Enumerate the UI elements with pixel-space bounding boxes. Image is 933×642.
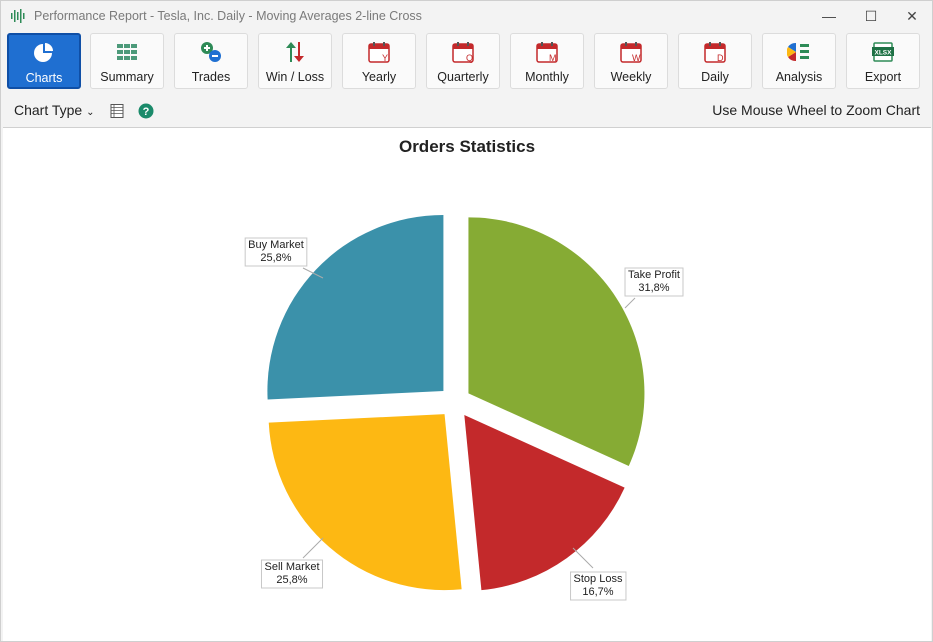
- slice-label-value: 25,8%: [260, 252, 291, 264]
- pie-slice-sell-market[interactable]: [268, 414, 462, 591]
- slice-label-name: Stop Loss: [574, 573, 623, 585]
- export-label: Export: [864, 70, 902, 84]
- table-view-icon[interactable]: [109, 103, 125, 119]
- pie-slice-stop-loss[interactable]: [464, 415, 625, 591]
- minimize-button[interactable]: —: [809, 3, 849, 29]
- title-bar[interactable]: Performance Report - Tesla, Inc. Daily -…: [1, 1, 932, 31]
- yearly-button[interactable]: Y Yearly: [342, 33, 416, 89]
- plus-minus-icon: [201, 42, 221, 62]
- slice-label-value: 25,8%: [276, 574, 307, 586]
- slice-label-name: Buy Market: [248, 239, 304, 251]
- summary-label: Summary: [100, 70, 154, 84]
- calendar-w-letter: W: [632, 53, 641, 63]
- grid-icon: [117, 44, 137, 60]
- xlsx-badge-text: XLSX: [875, 50, 893, 57]
- calendar-w-icon: W: [620, 42, 642, 63]
- slice-label-box: [624, 267, 684, 297]
- calendar-m-icon: M: [536, 42, 558, 63]
- chart-options-bar: Chart Type ⌄ ? Use Mouse Wheel to Zoom C…: [1, 97, 932, 125]
- chart-type-dropdown[interactable]: Chart Type ⌄: [14, 102, 95, 118]
- calendar-d-icon: D: [704, 42, 726, 63]
- summary-button[interactable]: Summary: [90, 33, 164, 89]
- chart-type-label: Chart Type: [14, 102, 83, 118]
- charts-label: Charts: [25, 71, 63, 85]
- close-button[interactable]: ✕: [892, 3, 932, 29]
- help-icon[interactable]: ?: [138, 103, 154, 119]
- up-down-arrows-icon: [286, 42, 304, 62]
- pie-chart-icon: [34, 43, 53, 62]
- chevron-down-icon: ⌄: [86, 107, 95, 118]
- export-button[interactable]: XLSX Export: [846, 33, 920, 89]
- close-icon: ✕: [906, 7, 918, 24]
- quarterly-button[interactable]: Q Quarterly: [426, 33, 500, 89]
- yearly-label: Yearly: [361, 70, 397, 84]
- analysis-button[interactable]: Analysis: [762, 33, 836, 89]
- slice-label-box: [244, 237, 308, 267]
- label-leader-line: [624, 297, 636, 309]
- weekly-label: Weekly: [610, 70, 652, 84]
- daily-label: Daily: [701, 70, 729, 84]
- maximize-button[interactable]: ☐: [851, 3, 891, 29]
- zoom-hint: Use Mouse Wheel to Zoom Chart: [712, 102, 920, 118]
- svg-text:?: ?: [143, 106, 150, 118]
- window-title: Performance Report - Tesla, Inc. Daily -…: [34, 9, 422, 23]
- slice-label-name: Take Profit: [628, 269, 680, 281]
- calendar-q-icon: Q: [452, 42, 474, 63]
- quarterly-label: Quarterly: [437, 70, 489, 84]
- calendar-m-letter: M: [549, 53, 557, 63]
- trades-button[interactable]: Trades: [174, 33, 248, 89]
- label-leader-line: [572, 547, 594, 569]
- slice-label-value: 31,8%: [638, 282, 669, 294]
- label-leader-line: [302, 537, 324, 559]
- chart-title: Orders Statistics: [398, 137, 536, 156]
- analysis-label: Analysis: [775, 70, 823, 84]
- pie-slice-buy-market[interactable]: [267, 214, 444, 400]
- calendar-y-icon: Y: [368, 42, 390, 63]
- label-leader-line: [302, 267, 324, 279]
- pie-slice-take-profit[interactable]: [468, 217, 645, 466]
- daily-button[interactable]: D Daily: [678, 33, 752, 89]
- slice-label-box: [260, 559, 324, 589]
- calendar-q-letter: Q: [466, 53, 473, 63]
- monthly-button[interactable]: M Monthly: [510, 33, 584, 89]
- analysis-icon: [787, 42, 809, 62]
- toolbar: Charts Summary Trades Win / Loss: [1, 31, 932, 95]
- slice-label-name: Sell Market: [264, 561, 319, 573]
- monthly-label: Monthly: [525, 70, 569, 84]
- charts-button[interactable]: Charts: [7, 33, 81, 89]
- calendar-y-letter: Y: [382, 53, 388, 63]
- slice-label-value: 16,7%: [582, 586, 613, 598]
- weekly-button[interactable]: W Weekly: [594, 33, 668, 89]
- app-waveform-icon: [11, 9, 25, 23]
- slice-label-box: [570, 571, 627, 601]
- maximize-icon: ☐: [864, 7, 878, 24]
- xlsx-icon: XLSX: [872, 42, 894, 62]
- calendar-d-letter: D: [717, 53, 724, 63]
- win-loss-button[interactable]: Win / Loss: [258, 33, 332, 89]
- win-loss-label: Win / Loss: [265, 70, 325, 84]
- minimize-icon: —: [822, 8, 836, 24]
- trades-label: Trades: [191, 70, 231, 84]
- chart-area[interactable]: Orders Statistics Take Profit 31,8% Stop L…: [3, 127, 931, 641]
